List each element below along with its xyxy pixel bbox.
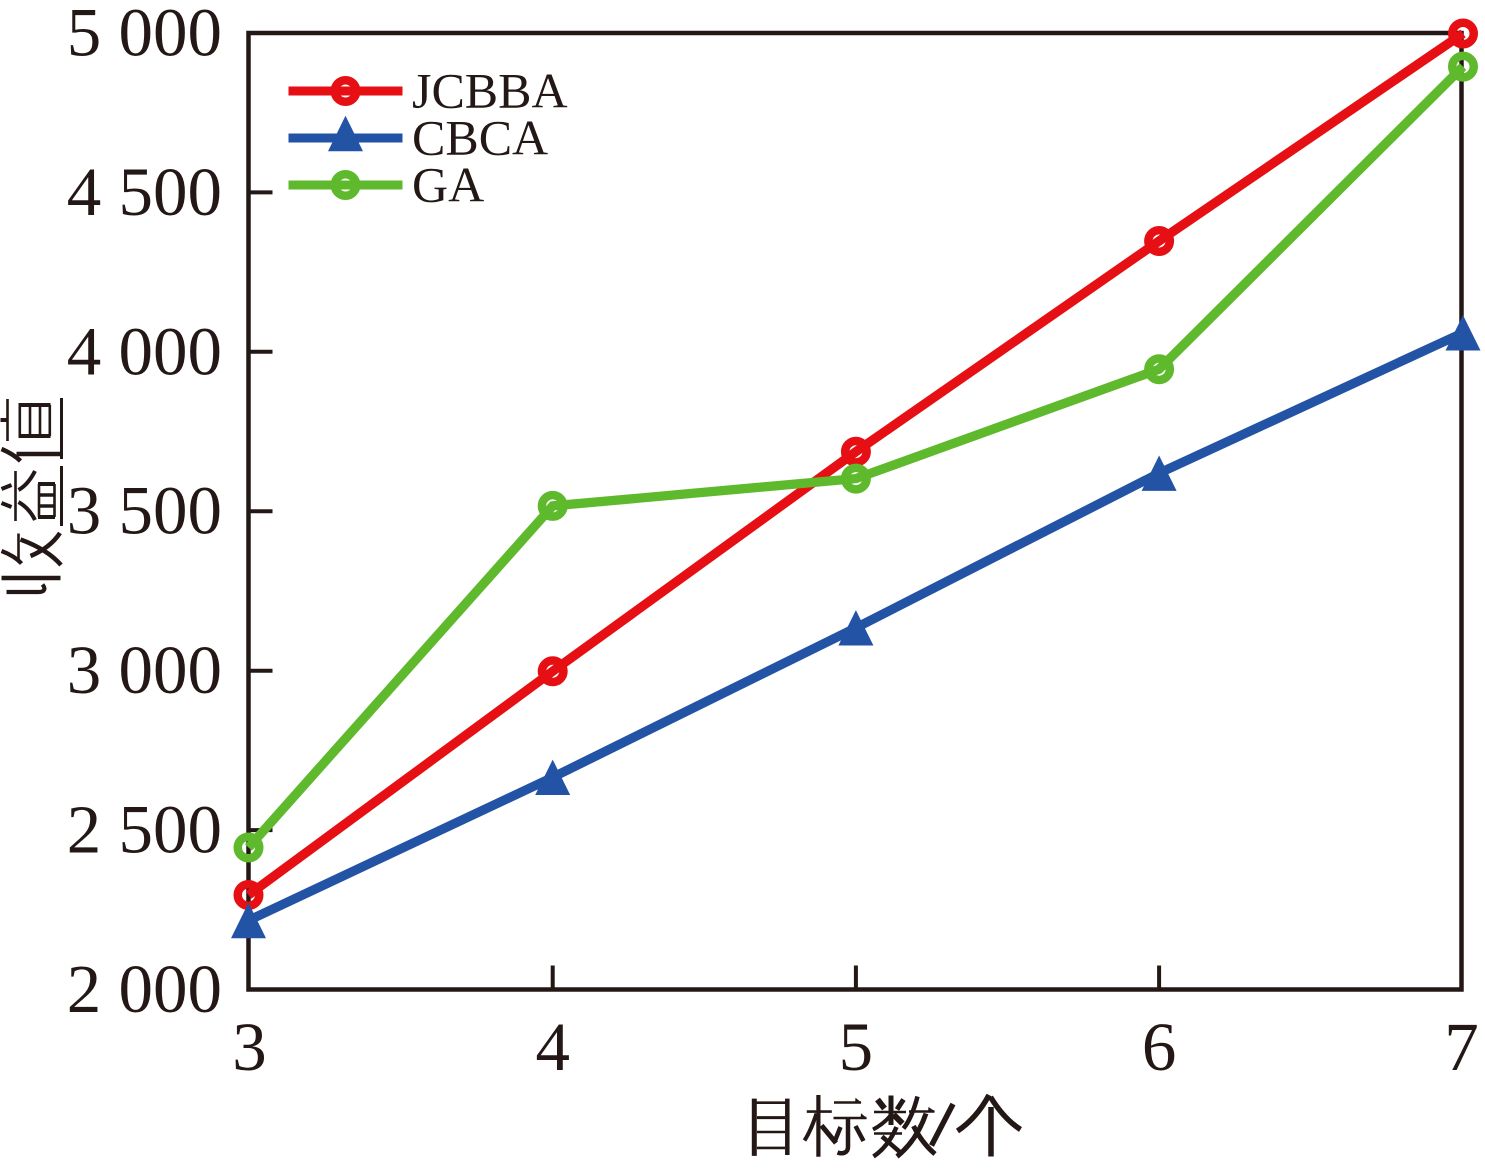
svg-text:6: 6 [1142,1009,1177,1085]
svg-text:4 500: 4 500 [67,154,222,230]
svg-text:5 000: 5 000 [67,0,222,71]
svg-text:JCBBA: JCBBA [412,63,568,119]
svg-text:CBCA: CBCA [412,110,548,166]
svg-text:3: 3 [232,1009,267,1085]
svg-text:7: 7 [1444,1009,1479,1085]
svg-text:2 500: 2 500 [67,792,222,868]
svg-text:GA: GA [412,157,484,213]
svg-text:4: 4 [535,1009,570,1085]
svg-text:4 000: 4 000 [67,313,222,389]
svg-text:2 000: 2 000 [67,951,222,1027]
svg-text:3 000: 3 000 [67,632,222,708]
svg-text:3 500: 3 500 [67,473,222,549]
svg-text:5: 5 [839,1009,874,1085]
